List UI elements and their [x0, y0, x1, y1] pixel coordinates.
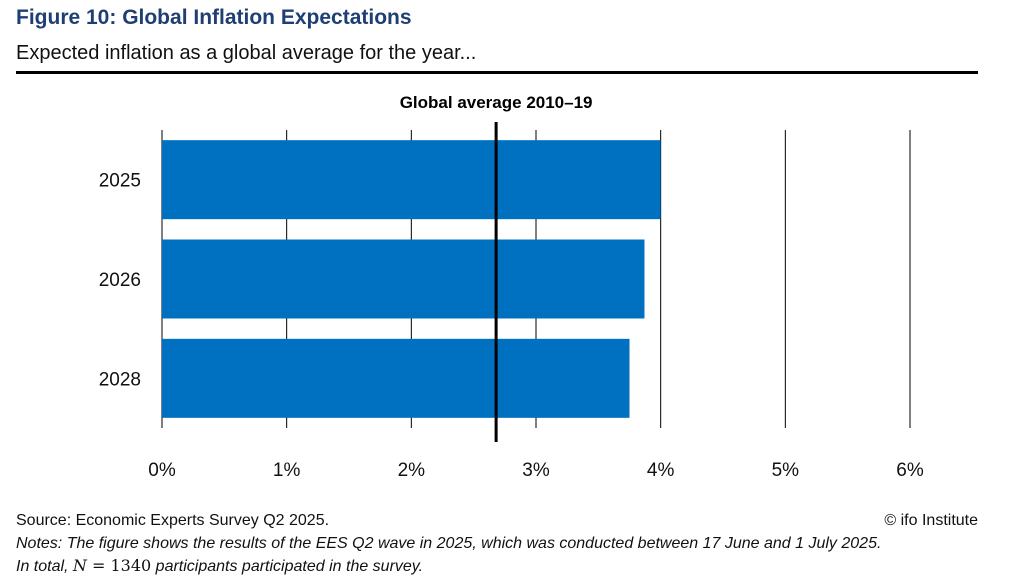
- notes-number: 1340: [110, 556, 152, 575]
- header-divider: [16, 71, 978, 74]
- figure-title: Figure 10: Global Inflation Expectations: [16, 6, 412, 29]
- category-label: 2026: [99, 270, 141, 291]
- bar-2028: [162, 338, 630, 418]
- notes-prefix: In total,: [16, 558, 73, 575]
- notes-block: Notes: The figure shows the results of t…: [16, 533, 978, 578]
- bar-layer: [162, 140, 661, 418]
- label-layer: 0% 1% 2% 3% 4% 5% 6% 2025 2026 2028 Global average…: [99, 93, 924, 481]
- reference-line-label: Global average 2010–19: [400, 93, 593, 112]
- x-tick-label: 1%: [273, 460, 301, 481]
- bar-2026: [162, 239, 645, 319]
- source-text: Source: Economic Experts Survey Q2 2025.: [16, 512, 330, 529]
- figure-subtitle: Expected inflation as a global average f…: [16, 42, 477, 64]
- x-tick-label: 5%: [772, 460, 800, 481]
- x-tick-label: 2%: [398, 460, 426, 481]
- credit-text: © ifo Institute: [884, 512, 978, 529]
- notes-variable: N: [72, 556, 87, 575]
- inflation-bar-chart: 0% 1% 2% 3% 4% 5% 6% 2025 2026 2028 Global average…: [99, 93, 924, 481]
- notes-equals: =: [86, 556, 111, 575]
- notes-line-2: In total, N = 1340 participants particip…: [16, 555, 978, 578]
- notes-suffix: participants participated in the survey.: [151, 558, 424, 575]
- x-tick-label: 6%: [896, 460, 924, 481]
- x-tick-label: 4%: [647, 460, 675, 481]
- bar-2025: [162, 140, 661, 220]
- category-label: 2025: [99, 171, 141, 192]
- category-label: 2028: [99, 369, 141, 390]
- x-tick-label: 0%: [148, 460, 176, 481]
- x-tick-label: 3%: [522, 460, 550, 481]
- source-line: Source: Economic Experts Survey Q2 2025.…: [16, 512, 978, 530]
- notes-line-1: Notes: The figure shows the results of t…: [16, 535, 882, 552]
